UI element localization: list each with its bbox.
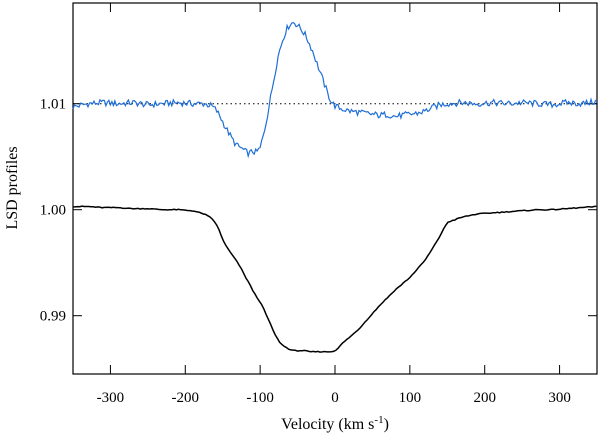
x-tick-label: 300 [548,390,571,406]
plot-frame [72,2,598,375]
stokes-v-line [72,21,598,159]
stokes-i-line [73,205,597,353]
x-tick-label: -100 [246,390,274,406]
y-tick-label: 1.00 [40,203,66,219]
tick-labels: -300 -200 -100 0 100 200 300 0.99 1.00 1.01 [40,97,571,406]
y-tick-label: 0.99 [40,309,66,325]
x-tick-label: 200 [473,390,496,406]
x-axis-label: Velocity (km s-1) [281,414,389,433]
x-tick-label: -300 [97,390,125,406]
x-tick-label: -200 [172,390,200,406]
x-tick-label: 0 [331,390,339,406]
y-tick-label: 1.01 [40,97,66,113]
y-axis-label: LSD profiles [4,146,21,229]
axis-ticks [73,3,597,374]
x-tick-label: 100 [399,390,422,406]
